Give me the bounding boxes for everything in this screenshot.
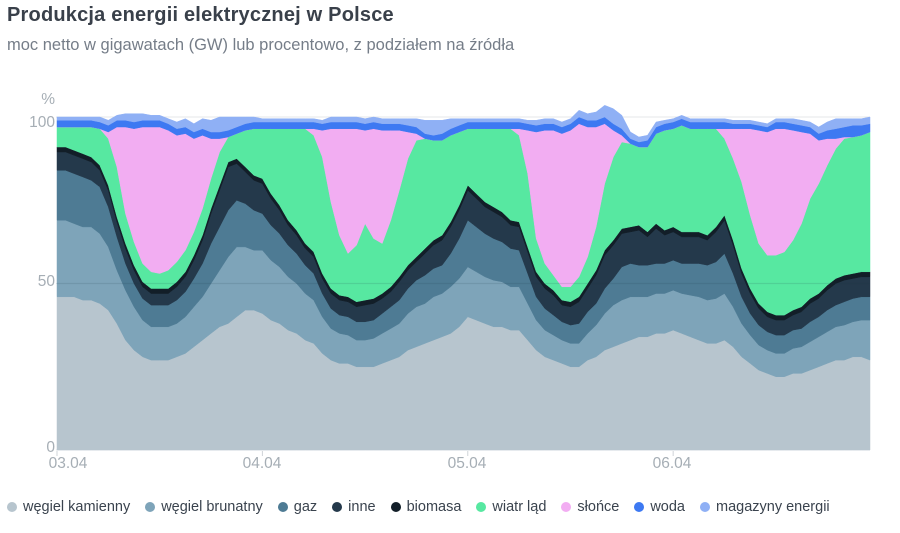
x-tick-label-06-04: 06.04 [653,455,692,472]
legend-item-słońce: słońce [561,499,619,515]
legend-item-węgiel-brunatny: węgiel brunatny [145,499,263,515]
page-subtitle: moc netto w gigawatach (GW) lub procento… [7,36,515,54]
legend-swatch-icon [634,502,645,512]
legend-item-gaz: gaz [277,499,318,515]
legend-label: węgiel brunatny [161,499,263,515]
legend-label: słońce [577,499,620,515]
legend-label: inne [348,499,376,515]
x-tick-label-03-04: 03.04 [49,455,88,472]
legend-item-inne: inne [332,499,376,515]
legend-item-magazyny-energii: magazyny energii [700,499,830,515]
legend-label: wiatr ląd [492,499,547,515]
legend: węgiel kamienny węgiel brunatny gaz inne bio… [7,499,898,515]
y-axis-unit-label: % [41,91,55,108]
legend-swatch-icon [561,502,572,512]
y-tick-label-50: 50 [38,273,56,290]
legend-label: woda [650,499,685,515]
legend-swatch-icon [7,502,17,512]
legend-swatch-icon [390,502,401,512]
legend-swatch-icon [700,502,710,512]
legend-swatch-icon [332,502,343,512]
area-magazyny-energii [56,105,871,143]
legend-label: gaz [293,499,318,515]
y-tick-label-100: 100 [29,114,55,131]
legend-item-wiatr-ląd: wiatr ląd [476,499,546,515]
page-title: Produkcja energii elektrycznej w Polsce [7,4,394,26]
legend-label: magazyny energii [716,499,830,515]
chart-svg: % 100 50 0 03.04 04.04 05.04 06.04 [29,91,871,472]
x-tick-label-05-04: 05.04 [448,455,487,472]
x-tick-label-04-04: 04.04 [243,455,282,472]
legend-swatch-icon [145,502,156,512]
legend-item-woda: woda [634,499,685,515]
legend-item-węgiel-kamienny: węgiel kamienny [7,499,130,515]
x-axis-ticks [56,451,674,456]
legend-swatch-icon [277,502,288,512]
axis-labels: % 100 50 0 03.04 04.04 05.04 06.04 [29,91,692,472]
legend-swatch-icon [476,502,487,512]
y-tick-label-0: 0 [46,439,55,456]
area-series [56,105,871,451]
legend-label: biomasa [406,499,462,515]
legend-item-biomasa: biomasa [390,499,462,515]
legend-label: węgiel kamienny [23,499,131,515]
